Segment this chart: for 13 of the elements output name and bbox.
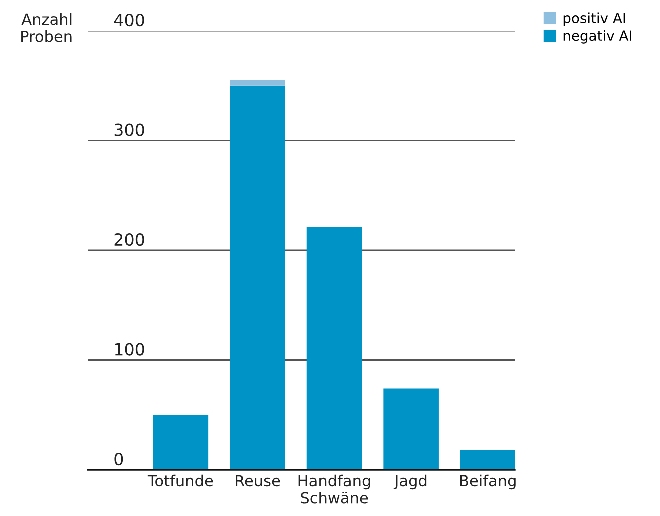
y-tick-label: 300 (114, 124, 144, 136)
y-axis-title: Anzahl Proben (22, 13, 72, 42)
y-tick-label: 100 (115, 343, 144, 356)
y-tick-label: 400 (114, 14, 144, 27)
y-tick-label: 0 (114, 452, 124, 466)
x-tick-label: Handfang Schwäne (298, 474, 370, 504)
legend-label: positiv AI (564, 12, 626, 26)
y-tick-label: 200 (114, 233, 144, 246)
x-tick-label: Beifang (460, 474, 516, 490)
x-tick-label: Totfunde (148, 474, 214, 487)
x-tick-label: Jagd (394, 474, 427, 490)
x-tick-label: Reuse (236, 475, 280, 487)
legend-label: negativ AI (564, 30, 632, 44)
